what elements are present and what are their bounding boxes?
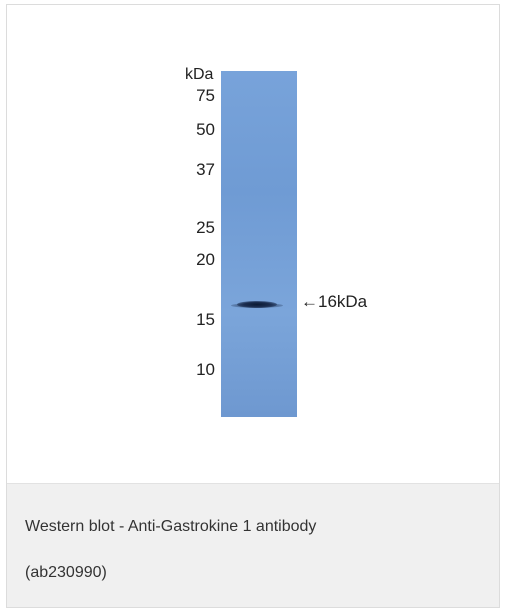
caption-product-code: (ab230990): [25, 564, 107, 581]
marker-20: 20: [196, 250, 215, 269]
blot-membrane: [221, 71, 297, 417]
marker-10: 10: [196, 360, 215, 379]
band-size-label: ←16kDa: [301, 292, 368, 311]
unit-label: kDa: [185, 66, 214, 83]
marker-37: 37: [196, 160, 215, 179]
caption-title: Western blot - Anti-Gastrokine 1 antibod…: [25, 518, 317, 535]
marker-50: 50: [196, 120, 215, 139]
figure-card: kDa 75 50 37 25 20 15 10 ←16kDa Western …: [6, 4, 500, 608]
western-blot-image: kDa 75 50 37 25 20 15 10 ←16kDa: [7, 5, 499, 483]
protein-band: [237, 301, 277, 308]
figure-caption: Western blot - Anti-Gastrokine 1 antibod…: [7, 483, 499, 607]
marker-75: 75: [196, 86, 215, 105]
marker-25: 25: [196, 218, 215, 237]
marker-15: 15: [196, 310, 215, 329]
